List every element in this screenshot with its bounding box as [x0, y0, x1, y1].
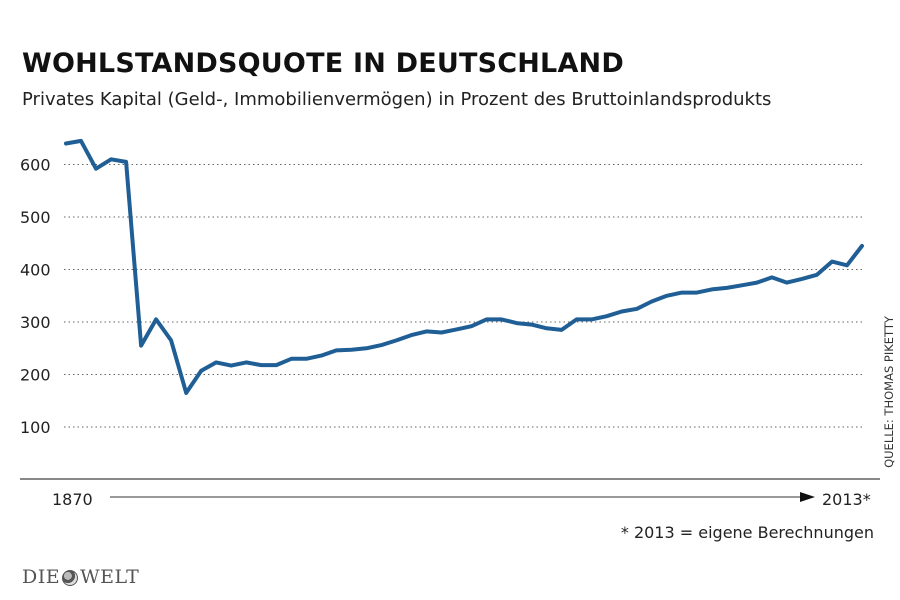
gridlines [64, 164, 864, 428]
y-tick-label-500: 500 [20, 208, 51, 227]
x-axis-arrowhead [800, 492, 815, 502]
series-line-0 [64, 138, 864, 395]
footnote: * 2013 = eigene Berechnungen [620, 523, 874, 542]
y-tick-label-600: 600 [20, 156, 51, 175]
x-end-label: 2013* [822, 490, 871, 509]
logo-text-welt: WELT [80, 566, 140, 588]
y-tick-label-400: 400 [20, 261, 51, 280]
source-credit: QUELLE: THOMAS PIKETTY [882, 316, 896, 468]
y-tick-label-100: 100 [20, 418, 51, 437]
logo-text-die: DIE [22, 566, 61, 588]
globe-icon [62, 570, 79, 586]
series-group [64, 138, 864, 395]
die-welt-logo: DIE WELT [22, 566, 139, 588]
x-start-label: 1870 [52, 490, 93, 509]
chart-subtitle: Privates Kapital (Geld-, Immobilienvermö… [22, 89, 772, 110]
y-tick-label-200: 200 [20, 366, 51, 385]
chart-title: WOHLSTANDSQUOTE IN DEUTSCHLAND [22, 48, 624, 79]
y-tick-labels: 100 200 300 400 500 600 [20, 156, 51, 438]
y-tick-label-300: 300 [20, 313, 51, 332]
